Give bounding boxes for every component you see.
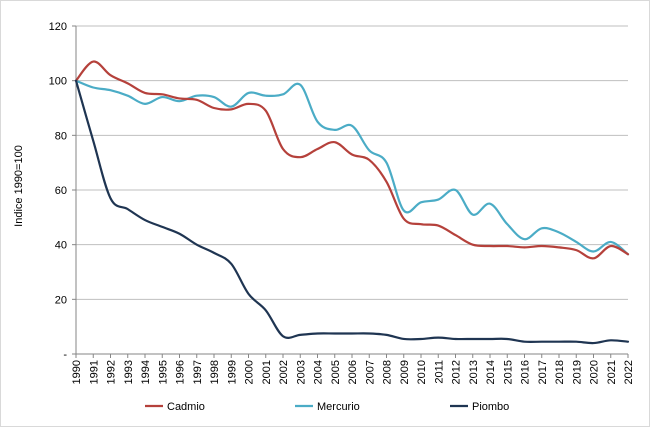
- x-tick-label: 2022: [623, 360, 635, 384]
- gridlines: [76, 25, 628, 300]
- series-line-mercurio: [74, 79, 630, 256]
- y-tick-label: 120: [49, 21, 67, 33]
- x-tick-label: 1990: [71, 360, 83, 384]
- axes: [72, 25, 629, 358]
- x-tick-label: 2020: [589, 360, 601, 384]
- x-tick-label: 1996: [175, 360, 187, 384]
- x-tick-label: 2008: [382, 360, 394, 384]
- x-tick-label: 2000: [244, 360, 256, 384]
- y-tick-label: 60: [55, 185, 67, 197]
- legend-label-mercurio: Mercurio: [317, 401, 360, 413]
- x-tick-label: 2011: [433, 360, 445, 384]
- series-line-cadmio: [74, 60, 630, 260]
- x-tick-label: 1991: [88, 360, 100, 384]
- x-tick-label: 2001: [261, 360, 273, 384]
- x-tick-label: 2015: [502, 360, 514, 384]
- x-tick-label: 1997: [192, 360, 204, 384]
- x-tick-label: 2006: [347, 360, 359, 384]
- y-tick-label: -: [63, 349, 67, 361]
- series-lines: [74, 60, 630, 345]
- y-tick-label: 80: [55, 130, 67, 142]
- y-tick-label: 20: [55, 294, 67, 306]
- y-tick-labels: - 20 40 60 80 100 120: [49, 21, 68, 361]
- x-tick-label: 1992: [106, 360, 118, 384]
- x-tick-label: 2004: [313, 360, 325, 384]
- x-tick-labels: 1990 1991 1992 1993 1994 1995 1996 1997 1998 1999…: [71, 360, 635, 384]
- x-tick-label: 1994: [140, 360, 152, 384]
- x-tick-label: 2005: [330, 360, 342, 384]
- x-tick-label: 2017: [537, 360, 549, 384]
- x-tick-label: 1995: [157, 360, 169, 384]
- legend: Cadmio Mercurio Piombo: [145, 401, 509, 413]
- legend-label-cadmio: Cadmio: [167, 401, 205, 413]
- x-tick-label: 1993: [123, 360, 135, 384]
- x-tick-label: 2014: [485, 360, 497, 384]
- x-tick-label: 2012: [451, 360, 463, 384]
- x-tick-label: 2018: [554, 360, 566, 384]
- y-axis-label: Indice 1990=100: [13, 145, 25, 227]
- x-tick-label: 1999: [226, 360, 238, 384]
- x-tick-label: 2002: [278, 360, 290, 384]
- x-tick-label: 2009: [399, 360, 411, 384]
- x-tick-label: 2016: [520, 360, 532, 384]
- legend-label-piombo: Piombo: [472, 401, 509, 413]
- x-tick-label: 2013: [468, 360, 480, 384]
- x-tick-label: 2003: [295, 360, 307, 384]
- series-line-piombo: [74, 79, 630, 345]
- x-tick-label: 2007: [364, 360, 376, 384]
- x-tick-label: 1998: [209, 360, 221, 384]
- x-tick-label: 2021: [606, 360, 618, 384]
- y-tick-label: 40: [55, 240, 67, 252]
- x-tick-label: 2019: [571, 360, 583, 384]
- x-tick-label: 2010: [416, 360, 428, 384]
- y-tick-label: 100: [49, 76, 67, 88]
